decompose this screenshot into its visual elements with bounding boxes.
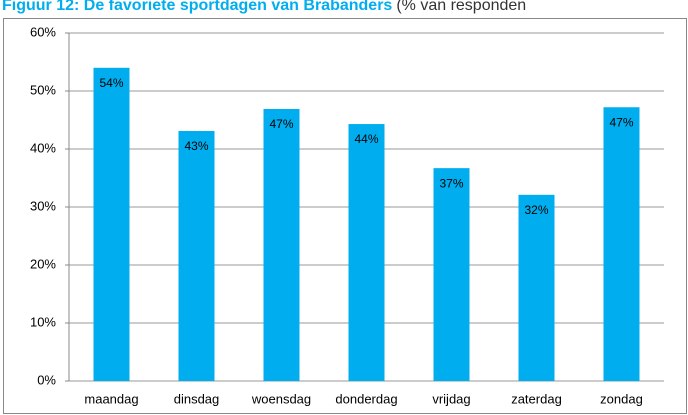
x-tick-label: dinsdag — [174, 391, 220, 406]
value-label: 54% — [99, 76, 123, 90]
chart-title-line: Figuur 12: De favoriete sportdagen van B… — [2, 0, 526, 14]
x-tick-label: donderdag — [335, 391, 397, 406]
x-tick-label: woensdag — [251, 391, 311, 406]
x-tick-label: zaterdag — [511, 391, 562, 406]
bar — [93, 67, 130, 382]
y-tick-label: 0% — [37, 372, 56, 387]
bar — [433, 168, 470, 381]
bar — [348, 124, 385, 381]
bar — [518, 194, 555, 381]
y-tick-label: 60% — [30, 24, 56, 39]
y-tick-label: 10% — [30, 314, 56, 329]
y-tick-label: 40% — [30, 140, 56, 155]
y-tick-label: 30% — [30, 198, 56, 213]
bar — [178, 131, 215, 381]
value-label: 43% — [184, 139, 208, 153]
value-label: 37% — [439, 176, 463, 190]
bar — [263, 108, 300, 381]
x-tick-label: zondag — [600, 391, 643, 406]
value-label: 47% — [269, 117, 293, 131]
x-tick-label: vrijdag — [432, 391, 470, 406]
y-tick-label: 20% — [30, 256, 56, 271]
value-label: 32% — [524, 203, 548, 217]
value-label: 44% — [354, 132, 378, 146]
x-tick-label: maandag — [84, 391, 138, 406]
chart-title: Figuur 12: De favoriete sportdagen van B… — [2, 0, 392, 14]
y-tick-label: 50% — [30, 82, 56, 97]
chart-subtitle: (% van responden — [396, 0, 526, 14]
bar — [603, 107, 640, 382]
value-label: 47% — [609, 115, 633, 129]
